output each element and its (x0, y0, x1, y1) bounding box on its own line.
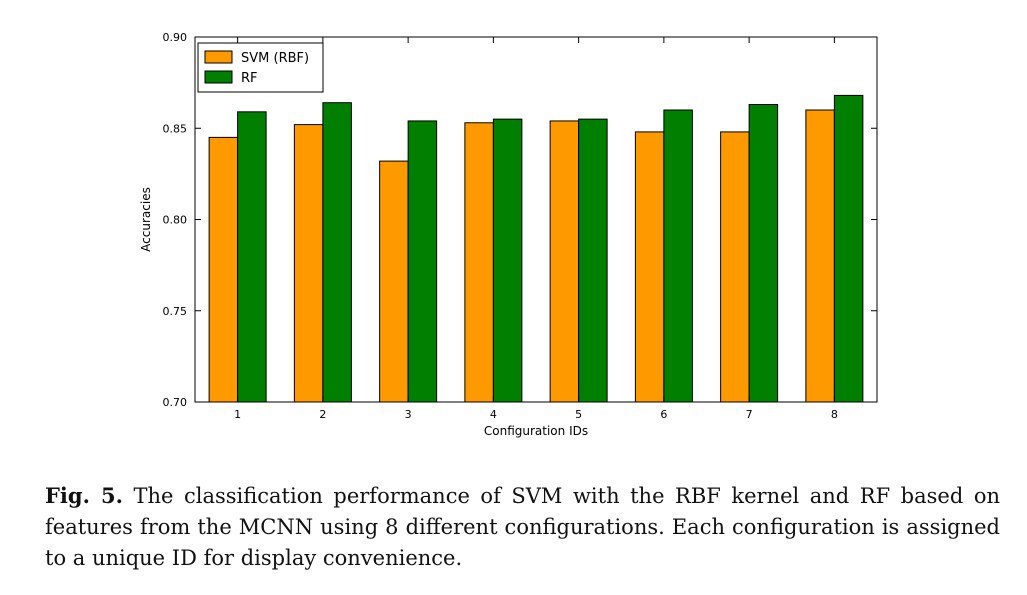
bar-rf-4 (492, 118, 523, 403)
x-tick-label: 2 (319, 408, 326, 421)
bar-svm-1 (208, 136, 239, 403)
bar-rf-7 (748, 104, 779, 403)
bar-svm-5 (549, 120, 580, 403)
y-tick-label: 0.70 (163, 396, 188, 409)
bar-rf-8 (833, 94, 864, 403)
x-tick-label: 7 (746, 408, 753, 421)
x-axis: 1 2 3 4 5 6 7 8 (234, 37, 838, 421)
x-tick-label: 3 (405, 408, 412, 421)
legend-swatch (204, 70, 233, 84)
bar-svm-7 (720, 131, 750, 403)
y-tick-label: 0.80 (163, 214, 188, 227)
bar-svm-8 (805, 109, 835, 403)
bar-svm-6 (634, 131, 665, 403)
bar-chart: 0.70 0.75 0.80 0.85 0.90 1 2 3 4 5 6 7 8 Configurat… (139, 31, 878, 438)
x-tick-label: 5 (575, 408, 582, 421)
x-tick-label: 1 (234, 408, 241, 421)
legend-swatch (204, 50, 233, 64)
y-tick-label: 0.90 (163, 31, 188, 44)
legend: SVM (RBF) RF (197, 42, 324, 93)
legend-label: RF (241, 71, 258, 86)
bar-rf-3 (407, 120, 438, 403)
x-tick-label: 6 (660, 408, 667, 421)
bar-rf-6 (663, 109, 693, 403)
figure-caption: Fig. 5. The classification performance o… (45, 480, 1000, 574)
x-tick-label: 4 (490, 408, 497, 421)
figure-label: Fig. 5. (45, 483, 123, 508)
bar-rf-1 (237, 111, 267, 403)
y-tick-label: 0.85 (163, 122, 188, 135)
bars-group (208, 94, 864, 403)
bar-rf-5 (578, 118, 608, 403)
y-tick-label: 0.75 (163, 305, 188, 318)
y-axis-label: Accuracies (139, 187, 153, 252)
y-axis: 0.70 0.75 0.80 0.85 0.90 (163, 31, 877, 409)
x-axis-label: Configuration IDs (484, 424, 588, 438)
bar-svm-4 (464, 122, 494, 403)
legend-label: SVM (RBF) (241, 51, 309, 66)
bar-svm-2 (293, 124, 324, 403)
caption-text: The classification performance of SVM wi… (45, 484, 1000, 570)
bar-rf-2 (322, 102, 352, 403)
bar-svm-3 (379, 160, 409, 403)
x-tick-label: 8 (831, 408, 838, 421)
